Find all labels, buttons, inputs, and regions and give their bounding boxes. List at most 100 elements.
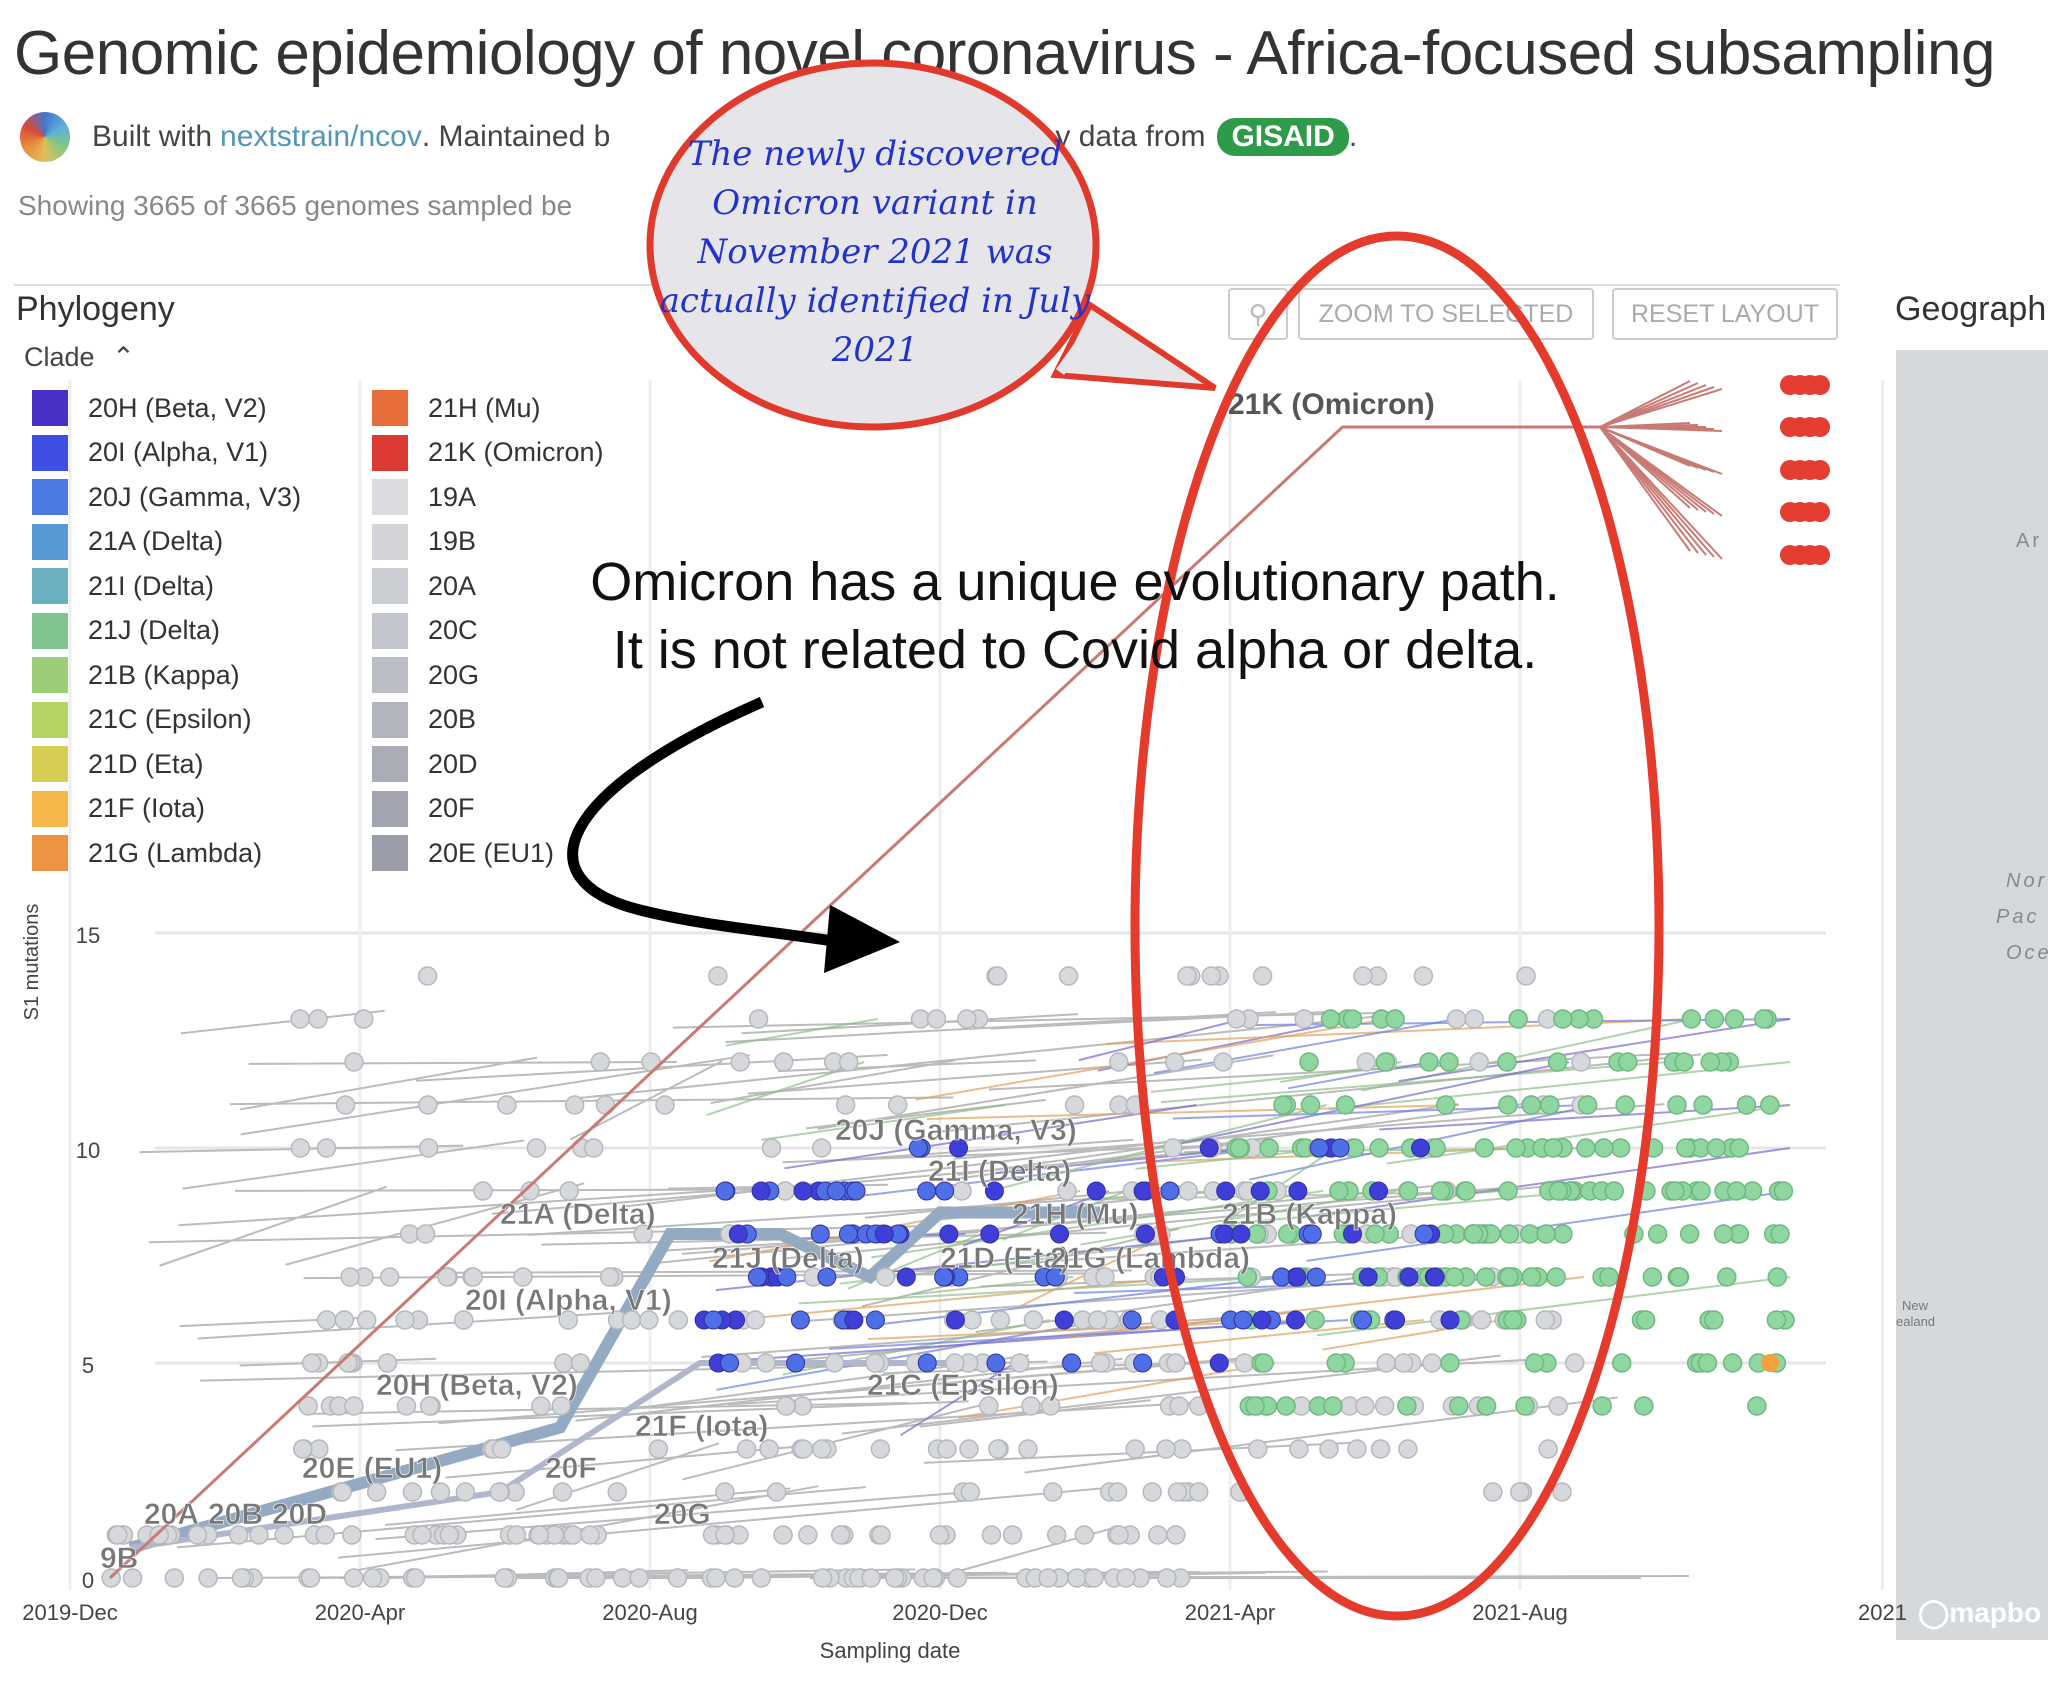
x-tick-label: 2020-Dec — [892, 1600, 987, 1625]
legend-item[interactable]: 21J (Delta) — [32, 612, 220, 649]
genome-point — [703, 1310, 723, 1330]
legend-item[interactable]: 21F (Iota) — [32, 790, 206, 827]
genome-point — [987, 966, 1008, 986]
legend-swatch — [372, 790, 408, 827]
genome-point — [455, 1482, 476, 1502]
genome-point — [344, 1568, 364, 1588]
genome-point — [736, 1439, 757, 1459]
genome-point — [1520, 1224, 1540, 1244]
ncov-link[interactable]: nextstrain/ncov — [220, 120, 422, 153]
tree-branch — [375, 1490, 979, 1541]
legend-item[interactable]: 20H (Beta, V2) — [32, 390, 267, 426]
legend-item[interactable]: 20F — [372, 790, 475, 827]
legend-item[interactable]: 21H (Mu) — [372, 390, 541, 426]
genome-point — [1398, 1439, 1418, 1459]
map-label-oce: Oce — [2006, 942, 2048, 964]
genome-point — [520, 1181, 540, 1201]
genome-point — [1276, 1396, 1296, 1416]
highlight-ellipse — [1130, 231, 1664, 1621]
legend-label: 21I (Delta) — [88, 570, 215, 601]
mapbox-icon: ◯ — [1918, 1597, 1950, 1628]
genome-point — [1125, 1439, 1145, 1459]
genome-point — [715, 1525, 735, 1545]
tree-branch — [178, 1183, 808, 1227]
genome-point — [1231, 1224, 1251, 1244]
tree-branch — [568, 1014, 1389, 1101]
genome-point — [1552, 1482, 1572, 1502]
legend-label: 21F (Iota) — [88, 793, 206, 823]
y-tick-label: 10 — [76, 1138, 100, 1163]
legend-item[interactable]: 21B (Kappa) — [32, 657, 240, 693]
genome-point — [1594, 1138, 1614, 1158]
genome-point — [1289, 1439, 1309, 1459]
genome-point — [342, 1525, 362, 1545]
legend-item[interactable]: 20D — [372, 746, 478, 782]
genome-point — [1300, 1095, 1321, 1115]
zoom-to-selected-button[interactable]: ZOOM TO SELECTED — [1298, 288, 1594, 340]
genome-point — [415, 1224, 436, 1244]
genome-point — [786, 1353, 806, 1373]
genome-point — [896, 1267, 916, 1287]
genome-point — [1285, 1310, 1305, 1330]
genome-point — [1043, 1482, 1063, 1502]
genome-point — [1398, 1181, 1419, 1201]
genome-point — [366, 1482, 387, 1502]
genome-point — [1234, 1353, 1255, 1373]
legend-item[interactable]: 20A — [372, 568, 476, 604]
genome-point — [526, 1138, 547, 1158]
legend-item[interactable]: 21D (Eta) — [32, 746, 204, 782]
legend-item[interactable]: 19A — [372, 479, 476, 515]
legend-item[interactable]: 19B — [372, 523, 476, 560]
legend-item[interactable]: 20E (EU1) — [372, 835, 554, 871]
legend-swatch — [372, 746, 408, 782]
legend-swatch — [372, 701, 408, 738]
omicron-branch — [108, 425, 1600, 1580]
genome-point — [811, 1138, 832, 1158]
genome-point — [1086, 1181, 1106, 1201]
clade-label: 21I (Delta) — [928, 1155, 1071, 1188]
genome-point — [1163, 1138, 1183, 1158]
omicron-point — [1810, 417, 1830, 437]
genome-point — [412, 1525, 432, 1545]
genome-point — [1356, 1052, 1376, 1072]
legend-item[interactable]: 20I (Alpha, V1) — [32, 434, 268, 471]
genome-point — [1369, 1138, 1389, 1158]
genome-point — [865, 1310, 885, 1330]
genome-point — [1704, 1009, 1725, 1029]
legend-item[interactable]: 20C — [372, 612, 478, 649]
reset-layout-button[interactable]: RESET LAYOUT — [1612, 288, 1838, 340]
legend-item[interactable]: 21I (Delta) — [32, 568, 214, 604]
legend-item[interactable]: 21C (Epsilon) — [32, 701, 252, 738]
clade-legend-toggle[interactable]: Clade ⌃ — [24, 342, 135, 372]
genome-point — [489, 1482, 510, 1502]
tree-branch — [622, 1138, 1185, 1208]
genome-point — [1439, 1052, 1459, 1072]
genome-point — [1319, 1439, 1339, 1459]
geography-map[interactable]: Ar Nor Pac Oce New ealand ◯mapbo — [1896, 350, 2048, 1640]
genome-point — [1747, 1396, 1767, 1416]
genome-point — [583, 1138, 604, 1158]
genome-point — [1717, 1267, 1737, 1287]
legend-item[interactable]: 20B — [372, 701, 477, 738]
genome-point — [1109, 1052, 1129, 1072]
genome-point — [777, 1267, 797, 1287]
genome-point — [1724, 1009, 1745, 1029]
genome-point — [945, 1310, 965, 1330]
legend-item[interactable]: 21A (Delta) — [32, 523, 223, 560]
genome-point — [1109, 1095, 1129, 1115]
legend-label: 20B — [428, 704, 477, 734]
map-label-ar: Ar — [2016, 530, 2042, 552]
genome-point — [439, 1525, 460, 1545]
gisaid-logo[interactable]: GISAID — [1217, 118, 1349, 156]
genome-point — [1413, 966, 1434, 986]
legend-item[interactable]: 20J (Gamma, V3) — [32, 479, 301, 515]
genome-point — [793, 1181, 813, 1201]
tree-branch — [1150, 1061, 1446, 1093]
legend-item[interactable]: 21K (Omicron) — [372, 434, 604, 471]
legend-item[interactable]: 20G — [372, 657, 479, 693]
genome-point — [494, 1568, 515, 1588]
genome-point — [308, 1009, 328, 1029]
genome-point — [1642, 1267, 1663, 1287]
legend-item[interactable]: 21G (Lambda) — [32, 835, 262, 871]
genome-point — [1592, 1396, 1612, 1416]
